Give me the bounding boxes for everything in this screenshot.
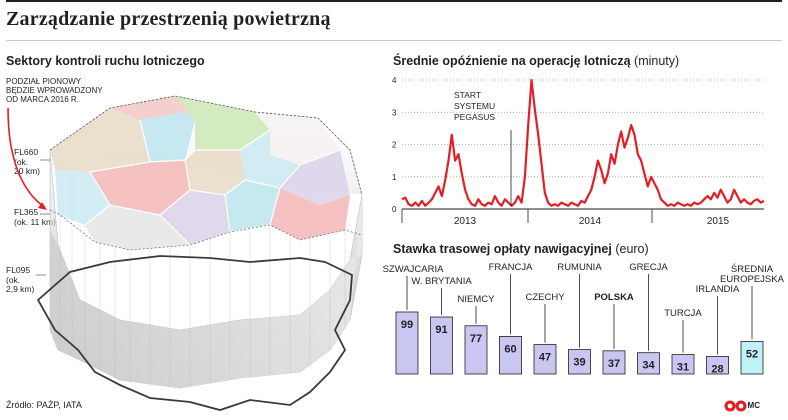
page-title: Zarządzanie przestrzenią powietrzną — [6, 8, 331, 30]
note-line: BĘDZIE WPROWADZONY — [6, 86, 103, 95]
fee-bar — [602, 350, 626, 375]
level-plane-fl660 — [49, 95, 363, 196]
fee-bar — [706, 356, 729, 375]
fee-bar — [740, 341, 764, 375]
y-tick-label: 3 — [392, 108, 397, 117]
fee-category-label: NIEMCY — [458, 294, 496, 305]
fee-category-label: TURCJA — [664, 308, 702, 319]
author-credit: MC — [747, 401, 760, 410]
x-tick-label: 2014 — [579, 216, 602, 227]
annotation-text: PEGASUS — [454, 112, 495, 122]
vertical-split-note: PODZIAŁ PIONOWY BĘDZIE WPROWADZONY OD MA… — [6, 77, 103, 104]
sector — [270, 188, 350, 240]
y-tick-label: 2 — [392, 141, 397, 150]
fee-category-label: GRECJA — [629, 262, 668, 273]
fee-value-label: 52 — [746, 348, 758, 360]
arrow-head-icon — [38, 202, 47, 210]
flight-level-fl365: FL365 (ok. 11 km) — [14, 207, 56, 227]
x-tick-label: 2015 — [707, 216, 730, 227]
annotation-text: SYSTEMU — [454, 101, 495, 111]
fee-value-label: 47 — [539, 352, 551, 364]
sector — [185, 150, 245, 195]
fee-category-label: ŚREDNIA — [731, 263, 774, 275]
note-line: PODZIAŁ PIONOWY — [6, 77, 82, 86]
fee-bar-chart: 99 SZWAJCARIA 91 W. BRYTANIA 77 NIEMCY 60 FRANC… — [383, 262, 785, 375]
sector — [140, 112, 195, 162]
annotation-text: START — [454, 90, 481, 100]
fee-value-label: 77 — [470, 333, 482, 345]
fee-bar — [499, 336, 522, 375]
fee-category-label: W. BRYTANIA — [411, 276, 472, 287]
y-tick-label: 0 — [392, 205, 397, 214]
fee-bar — [637, 352, 660, 375]
fee-bar — [430, 316, 453, 375]
y-tick-label: 4 — [392, 76, 397, 85]
map-heading: Sektory kontroli ruchu lotniczego — [6, 54, 205, 68]
delay-chart-heading: Średnie opóźnienie na operację lotniczą … — [393, 54, 679, 68]
title-divider — [6, 40, 782, 41]
x-tick-label: 2013 — [454, 216, 477, 227]
fee-bar — [568, 349, 591, 375]
fee-category-label: EUROPEJSKA — [720, 274, 785, 285]
level-alt: 20 km) — [14, 166, 40, 176]
delay-chart-unit: (minuty) — [634, 54, 680, 68]
fee-value-label: 31 — [677, 362, 689, 374]
fee-chart-title: Stawka trasowej opłaty nawigacyjnej — [393, 242, 612, 256]
sector — [50, 108, 150, 172]
fee-category-label: RUMUNIA — [557, 262, 602, 273]
sector — [90, 160, 190, 215]
note-line: OD MARCA 2016 R. — [6, 95, 79, 104]
fee-value-label: 60 — [504, 343, 516, 355]
level-alt: 2,9 km) — [6, 284, 35, 294]
fee-category-label: FRANCJA — [489, 262, 533, 273]
fee-value-label: 99 — [401, 319, 413, 331]
airspace-map — [7, 95, 363, 411]
level-plane-fl365 — [49, 209, 363, 251]
fee-chart-unit: (euro) — [615, 242, 649, 256]
fee-category-label: SZWAJCARIA — [383, 264, 445, 275]
sector — [240, 130, 300, 188]
level-alt: (ok. 11 km) — [14, 216, 56, 227]
country-outline — [36, 255, 353, 411]
fee-bar — [671, 354, 695, 375]
fee-bar — [464, 325, 488, 375]
airspace-front-wall — [50, 195, 362, 388]
fee-value-label: 37 — [608, 358, 620, 370]
fee-chart-heading: Stawka trasowej opłaty nawigacyjnej (eur… — [393, 242, 649, 256]
sector — [160, 190, 230, 245]
flight-level-fl660: FL660 (ok. 20 km) — [14, 147, 40, 177]
top-rule — [6, 0, 782, 2]
level-alt: (ok. — [6, 274, 21, 285]
sector — [175, 96, 270, 150]
publisher-logo-icon — [724, 400, 747, 412]
split-arrow — [7, 107, 45, 208]
level-name: FL095 — [6, 265, 31, 275]
y-tick-label: 1 — [392, 173, 397, 182]
sector — [225, 180, 280, 232]
sector — [280, 150, 350, 205]
fee-bar — [533, 344, 557, 375]
fee-value-label: 39 — [573, 357, 585, 369]
flight-level-fl095: FL095 (ok. 2,9 km) — [6, 265, 35, 295]
delay-series-line — [401, 78, 765, 207]
delay-chart-title: Średnie opóźnienie na operację lotniczą — [393, 54, 631, 68]
level-alt: (ok. — [14, 156, 29, 167]
fee-bar — [395, 311, 419, 375]
fee-value-label: 34 — [642, 360, 655, 372]
fee-category-label: CZECHY — [525, 292, 565, 303]
source-note: Źródło: PAŻP, IATA — [6, 400, 82, 410]
level-name: FL660 — [14, 147, 39, 157]
fee-category-label: POLSKA — [594, 292, 634, 303]
sector — [55, 170, 110, 225]
fee-value-label: 91 — [435, 324, 447, 336]
sector — [85, 205, 190, 250]
fee-value-label: 28 — [711, 363, 723, 375]
sector — [255, 112, 340, 165]
sector-mosaic — [50, 96, 350, 250]
fee-category-label: IRLANDIA — [696, 284, 740, 295]
level-name: FL365 — [14, 207, 39, 217]
